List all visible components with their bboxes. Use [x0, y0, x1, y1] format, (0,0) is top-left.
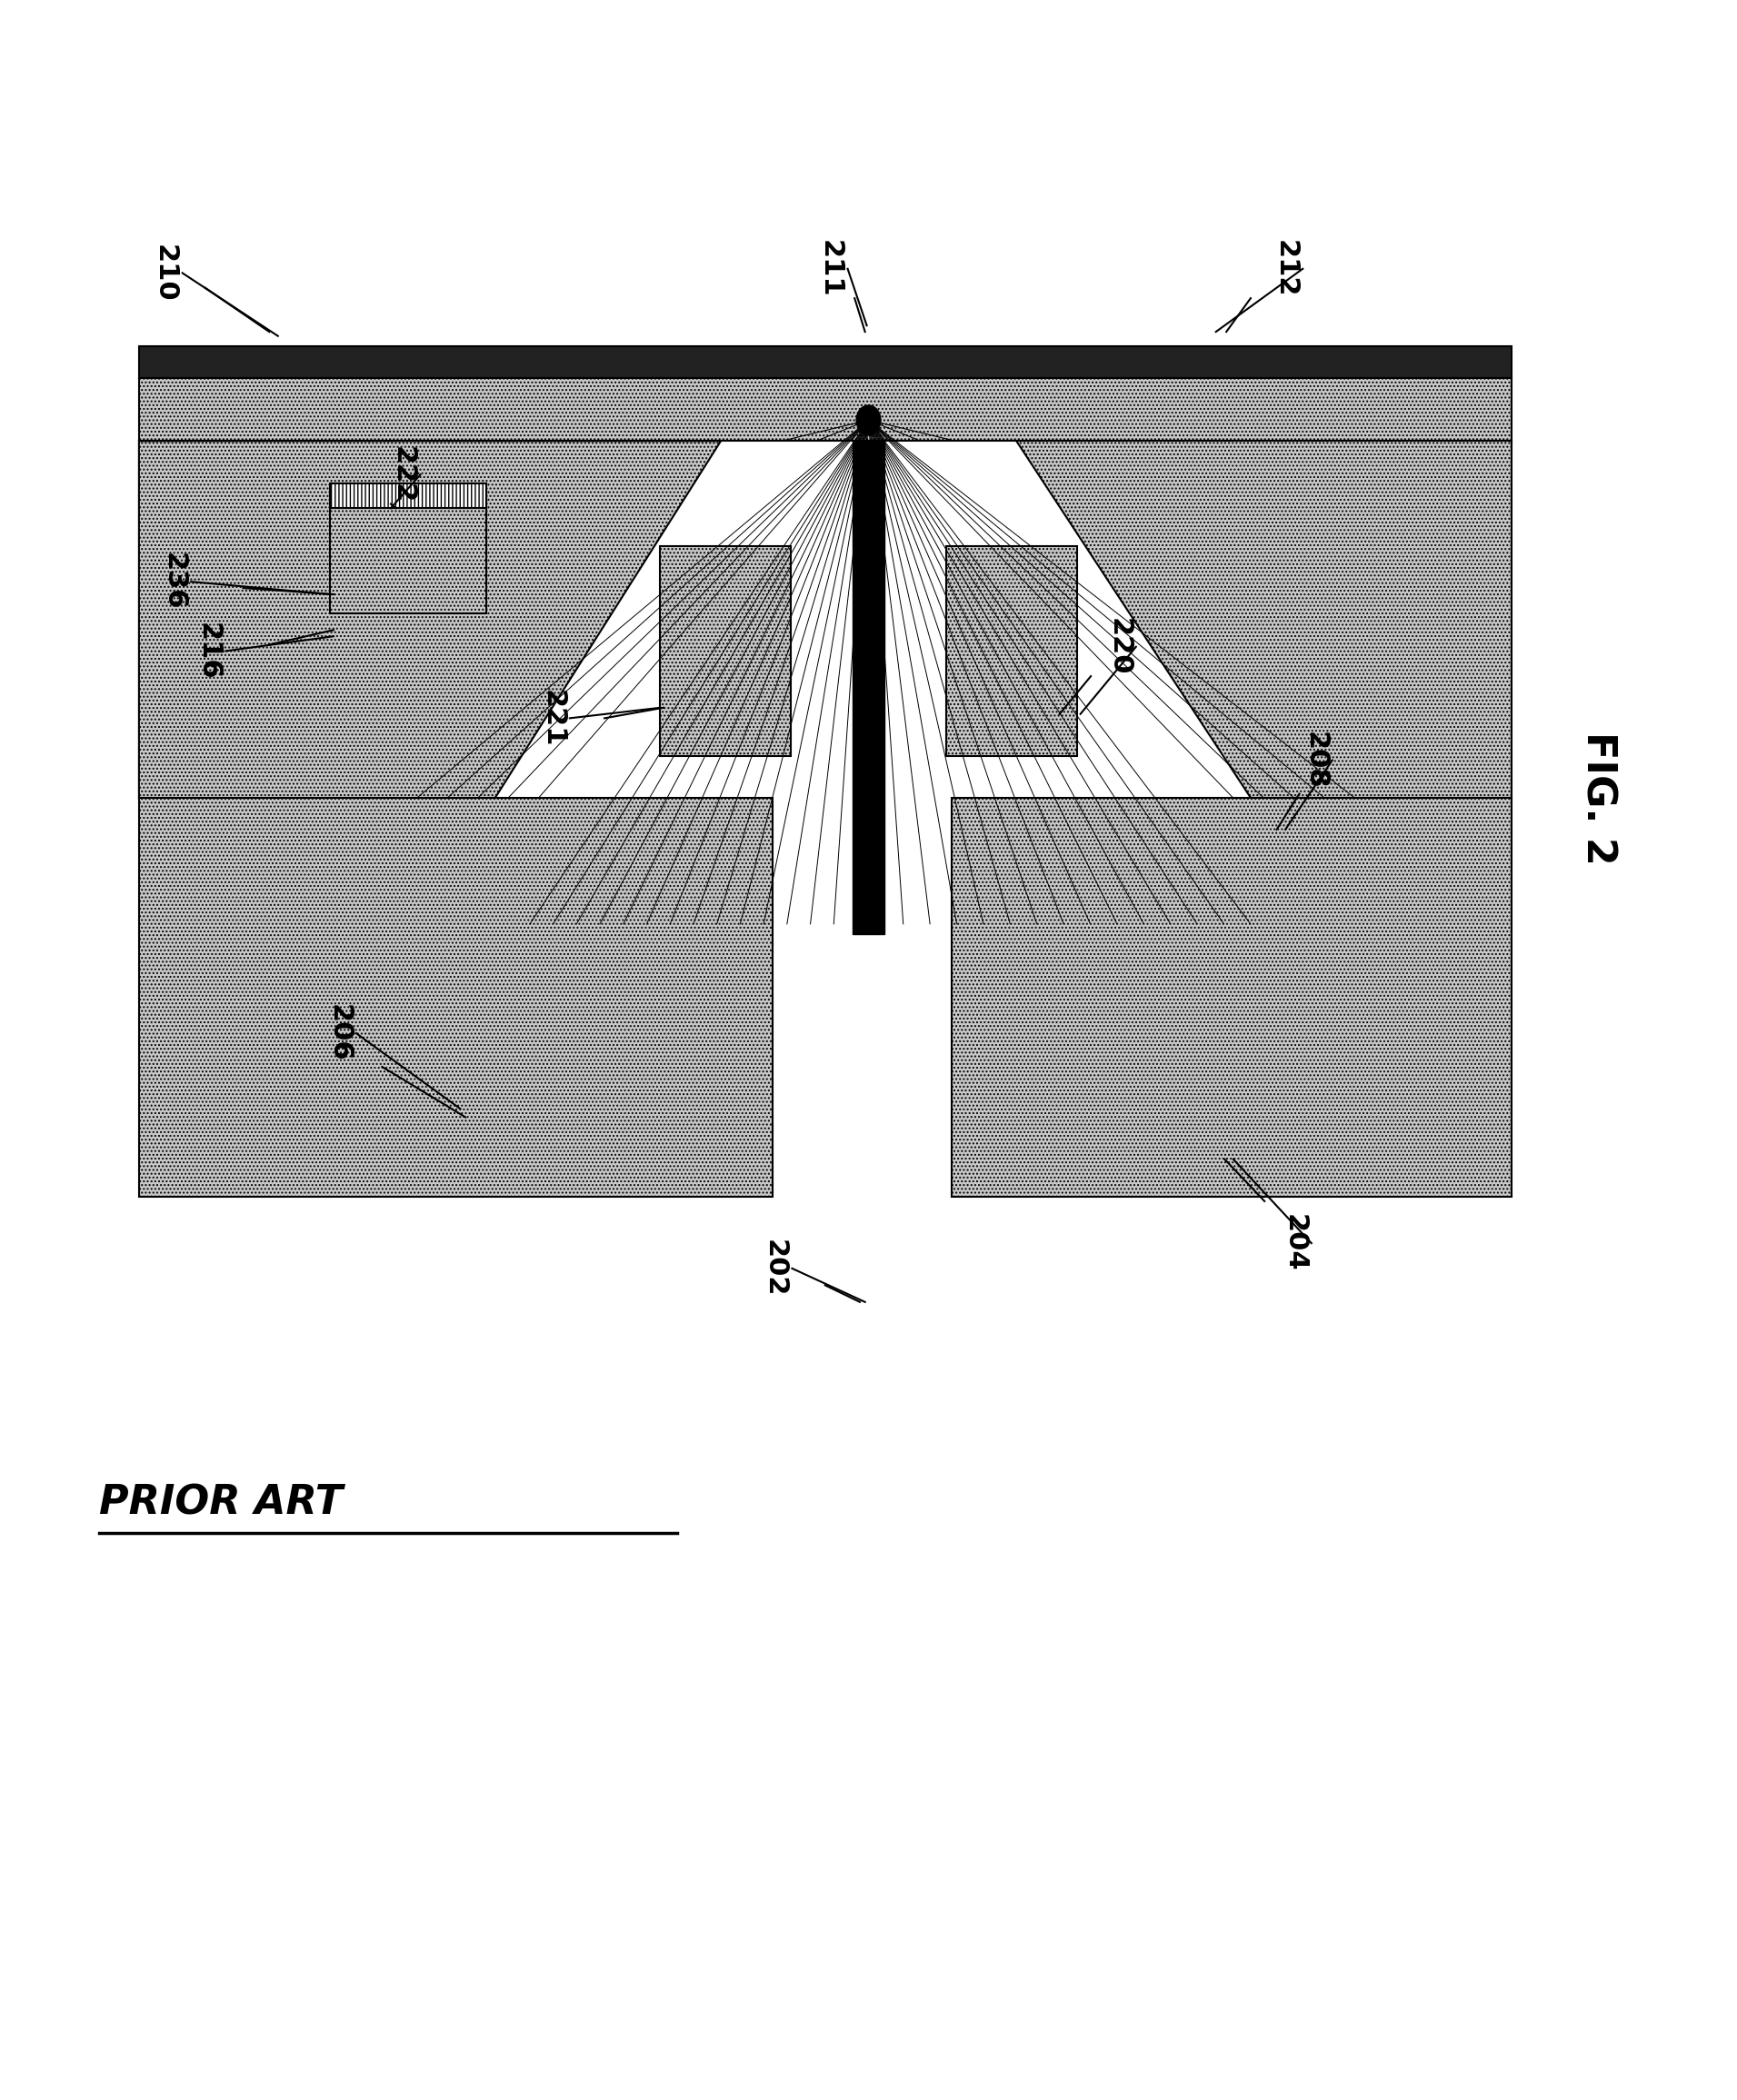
Text: 221: 221 [538, 689, 566, 748]
Polygon shape [1016, 441, 1511, 798]
Text: 212: 212 [1271, 239, 1299, 298]
Polygon shape [139, 441, 721, 798]
Text: PRIOR ART: PRIOR ART [99, 1483, 342, 1522]
Text: 210: 210 [151, 244, 179, 302]
Bar [139, 798, 773, 1197]
Bar [139, 378, 1511, 441]
Bar [952, 798, 1511, 1197]
Text: 220: 220 [1105, 617, 1133, 676]
Text: 211: 211 [816, 239, 844, 298]
Text: FIG. 2: FIG. 2 [1579, 731, 1617, 865]
Text: 222: 222 [389, 445, 417, 504]
Bar [330, 508, 486, 613]
Circle shape [856, 405, 881, 435]
Text: 202: 202 [761, 1239, 789, 1298]
Bar [853, 441, 884, 934]
Text: 236: 236 [160, 552, 188, 611]
Bar [139, 346, 1511, 378]
Bar [660, 546, 790, 756]
Text: 204: 204 [1280, 1214, 1308, 1273]
Bar [330, 483, 486, 508]
Bar [947, 546, 1077, 756]
Text: 208: 208 [1301, 731, 1329, 790]
Text: 216: 216 [195, 622, 222, 680]
Text: 206: 206 [325, 1004, 353, 1063]
